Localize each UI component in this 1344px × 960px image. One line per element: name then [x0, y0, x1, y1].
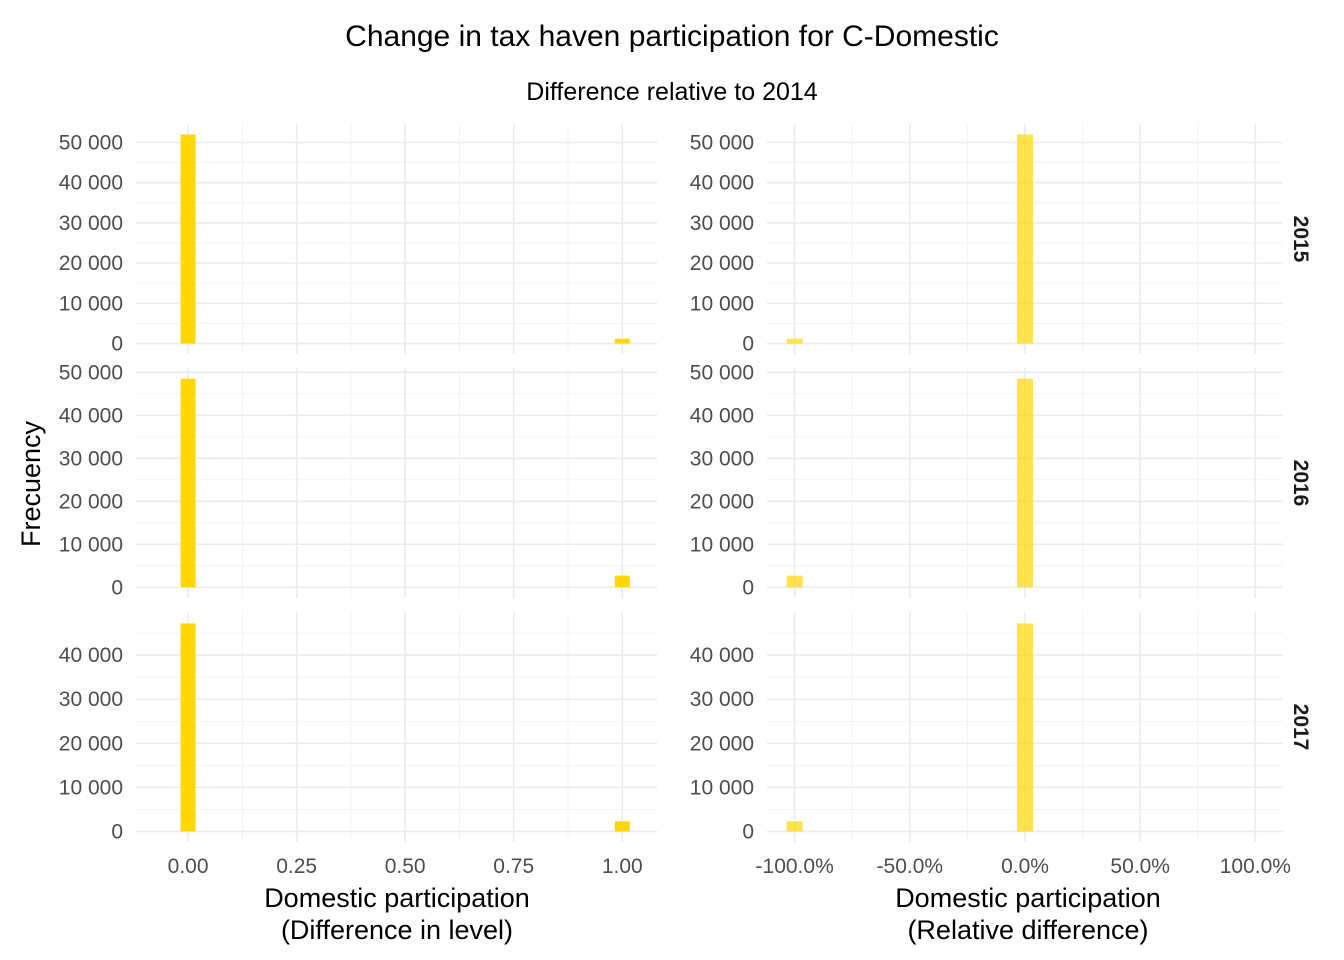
facet-strip-label: 2017 [1289, 704, 1312, 751]
y-tick-label: 40 000 [59, 644, 123, 667]
histogram-bar [614, 338, 630, 344]
y-tick-label: 40 000 [690, 644, 754, 667]
x-tick-label: 0.25 [276, 855, 317, 878]
y-tick-label: 30 000 [59, 212, 123, 235]
y-tick-label: 0 [111, 333, 123, 356]
panel-2017-level: 0 10 000 20 000 30 000 40 000 [59, 612, 657, 843]
histogram-bar [786, 338, 803, 344]
panel-2015-level: 0 10 000 20 000 30 000 40 000 50 000 [59, 124, 657, 356]
y-axis-title: Frecuency [16, 420, 46, 547]
x-axis-tick-labels: 0.00 0.25 0.50 0.75 1.00 -100.0% -50.0% 0.0% 50.… [168, 855, 1291, 878]
x-tick-label: -50.0% [877, 855, 944, 878]
facet-strip-label: 2015 [1289, 216, 1312, 263]
y-tick-label: 30 000 [59, 688, 123, 711]
x-tick-label: 50.0% [1110, 855, 1170, 878]
facet-strips: 2015 2016 2017 [1289, 216, 1312, 751]
histogram-bar [180, 134, 196, 344]
x-axis-title-right-line2: (Relative difference) [907, 915, 1148, 945]
histogram-bar [1017, 134, 1033, 344]
panel-2016-relative: 0 10 000 20 000 30 000 40 000 50 000 [690, 361, 1283, 599]
x-tick-label: 0.50 [385, 855, 426, 878]
histogram-bar [1017, 378, 1033, 588]
x-axis-title-left-line1: Domestic participation [264, 883, 530, 913]
facet-strip-label: 2016 [1289, 460, 1312, 507]
y-tick-label: 50 000 [59, 131, 123, 154]
y-tick-label: 10 000 [59, 776, 123, 799]
y-tick-label: 50 000 [690, 361, 754, 384]
y-tick-label: 30 000 [690, 688, 754, 711]
panel-2017-relative: 0 10 000 20 000 30 000 40 000 [690, 612, 1283, 843]
histogram-bar [180, 378, 196, 588]
histogram-bar [786, 575, 803, 588]
y-tick-label: 10 000 [59, 292, 123, 315]
y-tick-label: 20 000 [690, 732, 754, 755]
y-tick-label: 20 000 [59, 490, 123, 513]
y-tick-label: 50 000 [59, 361, 123, 384]
chart-title: Change in tax haven participation for C-… [345, 20, 999, 53]
y-tick-label: 20 000 [59, 252, 123, 275]
y-tick-label: 0 [742, 820, 754, 843]
panel-2015-relative: 0 10 000 20 000 30 000 40 000 50 000 [690, 124, 1283, 356]
y-tick-label: 0 [742, 333, 754, 356]
x-axis-title-left: Domestic participation (Difference in le… [264, 883, 530, 945]
y-tick-label: 20 000 [690, 252, 754, 275]
y-tick-label: 20 000 [59, 732, 123, 755]
histogram-bar [614, 575, 630, 588]
y-tick-label: 40 000 [690, 404, 754, 427]
x-tick-label: -100.0% [756, 855, 834, 878]
histogram-bar [614, 821, 630, 832]
y-tick-label: 10 000 [690, 776, 754, 799]
y-tick-label: 0 [742, 576, 754, 599]
x-tick-label: 1.00 [602, 855, 643, 878]
x-tick-label: 0.00 [168, 855, 209, 878]
histogram-bar [786, 821, 803, 832]
chart-subtitle: Difference relative to 2014 [526, 78, 817, 106]
x-axis-title-right-line1: Domestic participation [895, 883, 1161, 913]
facet-panels: 0 10 000 20 000 30 000 40 000 50 000 0 10 000 20… [59, 124, 1283, 843]
y-tick-label: 10 000 [690, 533, 754, 556]
x-axis-title-left-line2: (Difference in level) [281, 915, 513, 945]
y-tick-label: 30 000 [59, 447, 123, 470]
histogram-bar [1017, 623, 1033, 832]
y-tick-label: 40 000 [59, 404, 123, 427]
x-tick-label: 100.0% [1220, 855, 1291, 878]
y-tick-label: 10 000 [690, 292, 754, 315]
y-tick-label: 30 000 [690, 447, 754, 470]
y-tick-label: 40 000 [59, 172, 123, 195]
y-tick-label: 0 [111, 576, 123, 599]
y-tick-label: 50 000 [690, 131, 754, 154]
panel-2016-level: 0 10 000 20 000 30 000 40 000 50 000 [59, 361, 657, 599]
x-axis-title-right: Domestic participation (Relative differe… [895, 883, 1161, 945]
y-tick-label: 30 000 [690, 212, 754, 235]
histogram-bar [180, 623, 196, 832]
y-tick-label: 20 000 [690, 490, 754, 513]
x-tick-label: 0.0% [1001, 855, 1049, 878]
x-tick-label: 0.75 [493, 855, 534, 878]
y-tick-label: 40 000 [690, 172, 754, 195]
y-tick-label: 10 000 [59, 533, 123, 556]
y-tick-label: 0 [111, 820, 123, 843]
